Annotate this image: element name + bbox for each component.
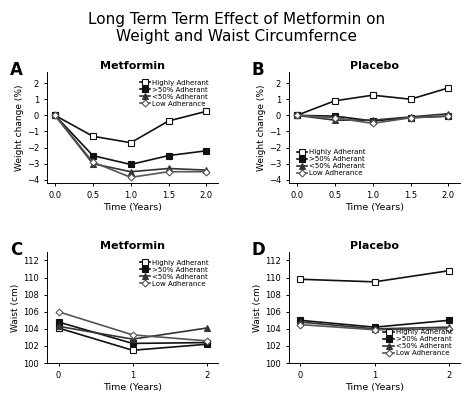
- Text: D: D: [252, 241, 265, 259]
- Text: C: C: [10, 241, 22, 259]
- Title: Placebo: Placebo: [350, 241, 399, 251]
- Text: B: B: [252, 61, 264, 79]
- X-axis label: Time (Years): Time (Years): [103, 383, 162, 392]
- Title: Placebo: Placebo: [350, 61, 399, 71]
- Legend: Highly Adherant, >50% Adherant, <50% Adherant, Low Adherance: Highly Adherant, >50% Adherant, <50% Adh…: [137, 77, 211, 109]
- X-axis label: Time (Years): Time (Years): [345, 203, 404, 212]
- Legend: Highly Adherant, >50% Adherant, <50% Adherant, Low Adherance: Highly Adherant, >50% Adherant, <50% Adh…: [381, 327, 455, 359]
- Text: A: A: [10, 61, 23, 79]
- Y-axis label: Waist (cm): Waist (cm): [254, 283, 263, 332]
- Y-axis label: Waist (cm): Waist (cm): [11, 283, 20, 332]
- Title: Metformin: Metformin: [100, 61, 165, 71]
- Y-axis label: Weight change (%): Weight change (%): [15, 84, 24, 171]
- Legend: Highly Adherant, >50% Adherant, <50% Adherant, Low Adherance: Highly Adherant, >50% Adherant, <50% Adh…: [137, 258, 211, 289]
- Legend: Highly Adherant, >50% Adherant, <50% Adherant, Low Adherance: Highly Adherant, >50% Adherant, <50% Adh…: [294, 147, 368, 178]
- X-axis label: Time (Years): Time (Years): [103, 203, 162, 212]
- Title: Metformin: Metformin: [100, 241, 165, 251]
- Y-axis label: Weight change (%): Weight change (%): [257, 84, 266, 171]
- X-axis label: Time (Years): Time (Years): [345, 383, 404, 392]
- Text: Long Term Term Effect of Metformin on
Weight and Waist Circumfernce: Long Term Term Effect of Metformin on We…: [89, 12, 385, 44]
